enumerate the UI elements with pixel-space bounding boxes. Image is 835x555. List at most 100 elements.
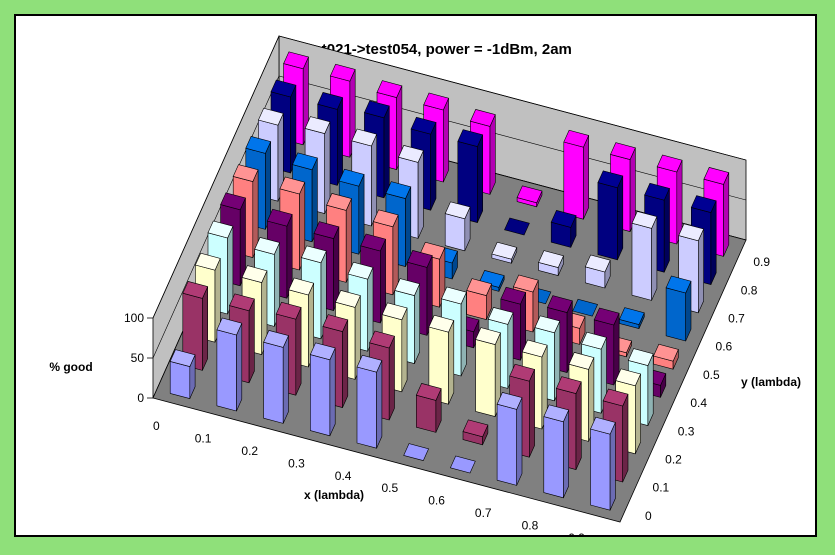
bar-face (444, 201, 471, 220)
bar-face (405, 186, 412, 267)
bar-face (313, 221, 340, 239)
bar (475, 327, 501, 417)
bar-face (295, 307, 302, 396)
bar-face (356, 366, 377, 449)
bar-face (304, 116, 331, 134)
bar-face (555, 376, 582, 394)
bar-face (631, 211, 658, 229)
bar-face (590, 416, 616, 435)
y-tick-label: 0.9 (753, 255, 770, 269)
bar (462, 419, 489, 446)
bar-face (590, 428, 611, 511)
bar-face (388, 336, 395, 421)
bar-face (678, 223, 705, 242)
bar-face (665, 287, 687, 342)
bar (665, 275, 692, 342)
bar-face (597, 170, 624, 189)
bar-face (444, 213, 466, 252)
bar (415, 383, 442, 433)
bar-face (563, 129, 590, 148)
y-tick-label: 0.3 (678, 424, 695, 438)
bar-face (292, 152, 318, 171)
bar (449, 455, 476, 474)
bar (597, 170, 624, 261)
bar-face (369, 330, 395, 349)
bar-face (710, 200, 717, 285)
bar-face (665, 275, 692, 294)
bar-face (651, 216, 658, 301)
bar-face (202, 286, 208, 371)
bar-face (622, 394, 629, 483)
plot-scene: 05010000.10.20.30.40.50.60.70.80.900.10.… (124, 35, 770, 536)
bar-face (460, 292, 467, 377)
bar-face (428, 314, 455, 333)
bar (263, 330, 289, 424)
bar-face (372, 209, 399, 228)
y-tick-label: 0.6 (716, 340, 733, 354)
bar-face (469, 109, 496, 127)
bar-face (216, 317, 243, 336)
bar-face (342, 319, 349, 408)
bar-face (441, 286, 467, 305)
bar (457, 129, 484, 223)
bar-face (414, 283, 421, 364)
x-tick-label: 0.2 (241, 444, 258, 458)
bar-face (609, 422, 616, 511)
bar-face (288, 277, 315, 296)
bar-face (275, 301, 302, 320)
bar-face (410, 116, 437, 135)
bar-face (610, 142, 636, 160)
bar-face (547, 295, 573, 313)
bar-face (615, 368, 642, 387)
bar-face (466, 278, 493, 296)
bar-face (381, 302, 408, 321)
bar-face (182, 281, 209, 299)
bar-face (254, 237, 281, 255)
bar-face (351, 128, 378, 147)
bar-face (392, 214, 399, 295)
bar-face (583, 135, 590, 220)
bar-face (572, 298, 599, 317)
bar-face (363, 100, 390, 119)
bar-face (697, 228, 704, 313)
x-tick-label: 0.8 (522, 518, 539, 532)
bar-face (521, 339, 548, 358)
bar-face (617, 175, 624, 260)
bar-face (430, 122, 437, 211)
bar (491, 241, 518, 264)
bar-face (317, 92, 344, 110)
bar-face (322, 314, 349, 332)
z-tick-label: 50 (131, 351, 145, 365)
bar-face (568, 352, 595, 370)
bar-face (401, 307, 408, 392)
x-tick-label: 0.3 (288, 456, 305, 470)
bar-face (336, 97, 343, 186)
bar-face (169, 361, 191, 399)
bar-face (500, 286, 527, 305)
bar (444, 201, 471, 252)
bar (584, 254, 611, 289)
bar-face (448, 320, 455, 405)
bar-face (169, 349, 196, 367)
x-tick-label: 0.6 (428, 494, 445, 508)
gridline (152, 75, 747, 359)
z-tick-label: 100 (124, 311, 144, 325)
bar-face (376, 80, 403, 98)
bar-face (216, 329, 237, 412)
bar-face (415, 394, 437, 433)
bar-face (631, 222, 652, 301)
bar-face (360, 233, 387, 252)
bar (572, 298, 599, 317)
bar-face (462, 419, 489, 438)
x-tick-label: 0.7 (475, 506, 492, 520)
bar (182, 281, 209, 371)
bar-face (538, 250, 564, 268)
bar-face (283, 51, 309, 70)
bar-face (335, 290, 361, 308)
bar-face (403, 443, 430, 461)
bar (466, 278, 493, 320)
bar-face (597, 182, 618, 261)
y-tick-label: 0.7 (728, 312, 745, 326)
bar-face (347, 261, 374, 280)
bar-face (309, 342, 336, 361)
